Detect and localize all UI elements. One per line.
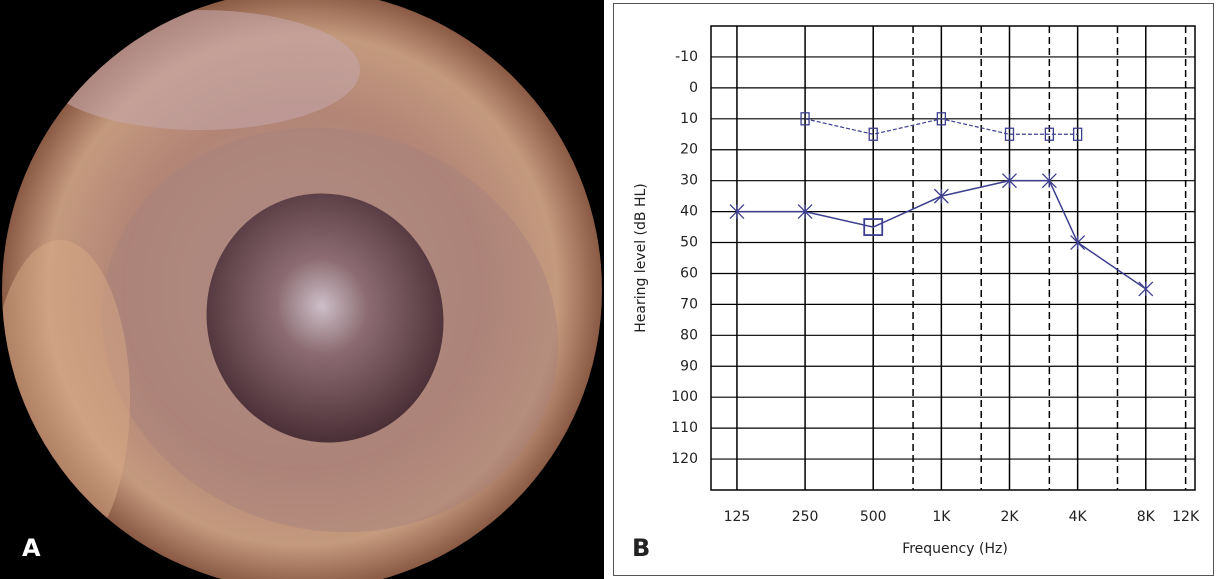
x-marker xyxy=(1070,235,1086,250)
x-marker xyxy=(729,204,745,220)
bracket-marker xyxy=(1072,127,1083,141)
x-tick-label: 125 xyxy=(724,509,751,525)
y-tick-label: 30 xyxy=(680,173,698,189)
y-tick-label: 100 xyxy=(671,389,698,405)
y-tick-label: 50 xyxy=(680,235,698,251)
y-axis-label: Hearing level (dB HL) xyxy=(633,183,649,333)
bracket-marker xyxy=(800,112,810,126)
y-tick-label: -10 xyxy=(675,49,698,65)
square-marker xyxy=(863,218,884,236)
series-line xyxy=(804,118,1078,135)
x-tick-label: 4K xyxy=(1069,509,1088,525)
perforation xyxy=(206,193,444,443)
y-tick-label: 90 xyxy=(680,358,698,374)
x-tick-label: 8K xyxy=(1137,509,1156,525)
x-tick-label: 1K xyxy=(932,509,951,525)
series-line xyxy=(736,179,1147,290)
panel-border xyxy=(613,3,1214,576)
x-marker xyxy=(1138,281,1154,297)
bracket-marker xyxy=(1004,127,1015,141)
y-tick-label: 0 xyxy=(689,80,698,96)
panel-label: A xyxy=(22,534,41,562)
bracket-marker xyxy=(868,127,878,141)
y-tick-label: 120 xyxy=(671,451,698,467)
x-marker xyxy=(797,204,813,220)
x-marker xyxy=(933,188,949,204)
x-axis-label: Frequency (Hz) xyxy=(902,541,1008,557)
y-tick-label: 110 xyxy=(671,420,698,436)
bracket-marker xyxy=(1044,127,1055,141)
panel-label: B xyxy=(632,534,650,562)
x-tick-label: 12K xyxy=(1172,509,1200,525)
y-tick-label: 80 xyxy=(680,327,698,343)
bracket-marker xyxy=(936,112,947,126)
plot-frame xyxy=(710,25,1196,491)
y-tick-label: 70 xyxy=(680,296,698,312)
x-tick-label: 250 xyxy=(792,509,819,525)
x-marker xyxy=(1041,173,1057,189)
x-marker xyxy=(1002,173,1017,189)
otoscopic-photo: A xyxy=(0,0,604,579)
x-tick-label: 2K xyxy=(1000,509,1019,525)
y-tick-label: 10 xyxy=(680,111,698,127)
y-tick-label: 40 xyxy=(680,204,698,220)
x-tick-label: 500 xyxy=(860,509,887,525)
y-tick-label: 60 xyxy=(680,265,698,281)
y-tick-label: 20 xyxy=(680,142,698,158)
